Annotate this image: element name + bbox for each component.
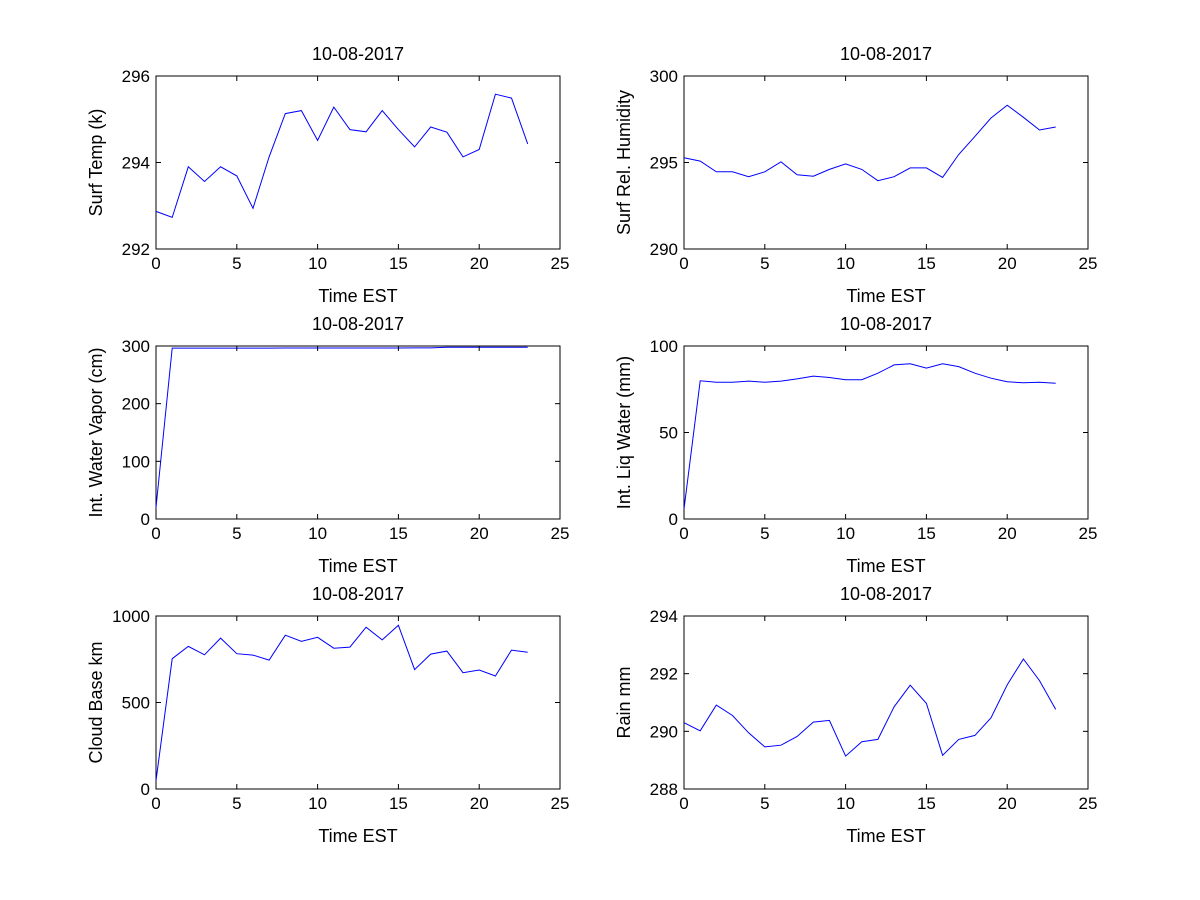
- x-tick-label: 25: [1079, 794, 1098, 813]
- x-tick-label: 0: [679, 254, 688, 273]
- x-tick-label: 15: [389, 254, 408, 273]
- plot-area: [683, 75, 1089, 250]
- y-tick-label: 0: [669, 510, 678, 529]
- y-axis-label: Surf Rel. Humidity: [614, 90, 634, 235]
- x-tick-label: 5: [760, 254, 769, 273]
- x-tick-label: 25: [551, 794, 570, 813]
- y-axis-label: Cloud Base km: [86, 641, 106, 763]
- x-tick-label: 20: [470, 524, 489, 543]
- subplot-1: 0 5 10 15 20 25 292 294 296 10-08-2017 Time EST Sur…: [86, 44, 569, 306]
- subplot-2: 0 5 10 15 20 25 290 295 300 10-08-2017 Time EST Sur…: [614, 44, 1097, 306]
- x-tick-label: 15: [389, 794, 408, 813]
- x-tick-label: 10: [308, 254, 327, 273]
- subplot-title: 10-08-2017: [312, 584, 404, 604]
- series-line: [155, 93, 529, 219]
- x-tick-label: 20: [998, 254, 1017, 273]
- x-tick-label: 5: [760, 794, 769, 813]
- y-axis-label: Rain mm: [614, 666, 634, 738]
- x-tick-label: 20: [998, 524, 1017, 543]
- y-tick-label: 300: [650, 67, 678, 86]
- x-tick-label: 10: [308, 524, 327, 543]
- y-tick-label: 295: [650, 154, 678, 173]
- subplot-title: 10-08-2017: [840, 584, 932, 604]
- y-tick-label: 290: [650, 722, 678, 741]
- plot-area: [155, 615, 561, 790]
- x-axis-label: Time EST: [846, 286, 925, 306]
- x-axis-label: Time EST: [318, 826, 397, 846]
- y-tick-label: 300: [122, 337, 150, 356]
- subplot-4: 0 5 10 15 20 25 0 50 100 10-08-2017 Time EST Int. L…: [614, 314, 1097, 576]
- x-tick-label: 20: [998, 794, 1017, 813]
- x-tick-label: 0: [679, 794, 688, 813]
- x-tick-label: 15: [917, 254, 936, 273]
- x-tick-label: 10: [836, 524, 855, 543]
- x-tick-label: 5: [760, 524, 769, 543]
- subplot-title: 10-08-2017: [840, 44, 932, 64]
- x-tick-label: 10: [836, 794, 855, 813]
- subplot-6: 0 5 10 15 20 25 288 290 292 294 10-08-2017 Time EST…: [614, 584, 1097, 846]
- y-tick-label: 296: [122, 67, 150, 86]
- x-tick-label: 5: [232, 254, 241, 273]
- subplot-5: 0 5 10 15 20 25 0 500 1000 10-08-2017 Time EST Clou…: [86, 584, 569, 846]
- series-line: [683, 363, 1056, 510]
- x-tick-label: 25: [1079, 524, 1098, 543]
- y-axis-label: Surf Temp (k): [86, 109, 106, 217]
- y-tick-label: 100: [122, 452, 150, 471]
- x-tick-label: 20: [470, 794, 489, 813]
- y-tick-label: 500: [122, 694, 150, 713]
- x-tick-label: 25: [1079, 254, 1098, 273]
- x-tick-label: 25: [551, 524, 570, 543]
- x-tick-label: 20: [470, 254, 489, 273]
- y-axis-label: Int. Water Vapor (cm): [86, 347, 106, 517]
- y-tick-label: 290: [650, 240, 678, 259]
- x-tick-label: 10: [308, 794, 327, 813]
- subplot-3: 0 5 10 15 20 25 0 100 200 300 10-08-2017 Time EST In…: [86, 314, 569, 576]
- y-tick-label: 292: [122, 240, 150, 259]
- y-tick-label: 1000: [112, 607, 150, 626]
- x-tick-label: 10: [836, 254, 855, 273]
- plot-area: [155, 75, 561, 250]
- x-axis-label: Time EST: [846, 556, 925, 576]
- x-tick-label: 0: [151, 524, 160, 543]
- x-axis-label: Time EST: [318, 286, 397, 306]
- y-tick-label: 294: [650, 607, 678, 626]
- subplot-title: 10-08-2017: [312, 44, 404, 64]
- x-tick-label: 5: [232, 524, 241, 543]
- series-line: [155, 346, 528, 508]
- y-tick-label: 288: [650, 780, 678, 799]
- y-tick-label: 292: [650, 665, 678, 684]
- y-tick-label: 0: [141, 510, 150, 529]
- plot-area: [155, 345, 561, 520]
- x-tick-label: 5: [232, 794, 241, 813]
- y-tick-label: 0: [141, 780, 150, 799]
- series-line: [683, 104, 1056, 182]
- y-axis-label: Int. Liq Water (mm): [614, 356, 634, 509]
- y-tick-label: 100: [650, 337, 678, 356]
- y-tick-label: 200: [122, 395, 150, 414]
- x-tick-label: 0: [151, 254, 160, 273]
- plot-area: [683, 615, 1089, 790]
- subplot-title: 10-08-2017: [312, 314, 404, 334]
- y-tick-label: 294: [122, 154, 150, 173]
- x-tick-label: 15: [389, 524, 408, 543]
- x-tick-label: 15: [917, 794, 936, 813]
- x-tick-label: 0: [151, 794, 160, 813]
- plot-area: [683, 345, 1089, 520]
- series-line: [683, 658, 1057, 757]
- x-axis-label: Time EST: [846, 826, 925, 846]
- x-tick-label: 0: [679, 524, 688, 543]
- x-tick-label: 25: [551, 254, 570, 273]
- series-line: [155, 624, 528, 781]
- subplot-title: 10-08-2017: [840, 314, 932, 334]
- y-tick-label: 50: [659, 424, 678, 443]
- x-axis-label: Time EST: [318, 556, 397, 576]
- x-tick-label: 15: [917, 524, 936, 543]
